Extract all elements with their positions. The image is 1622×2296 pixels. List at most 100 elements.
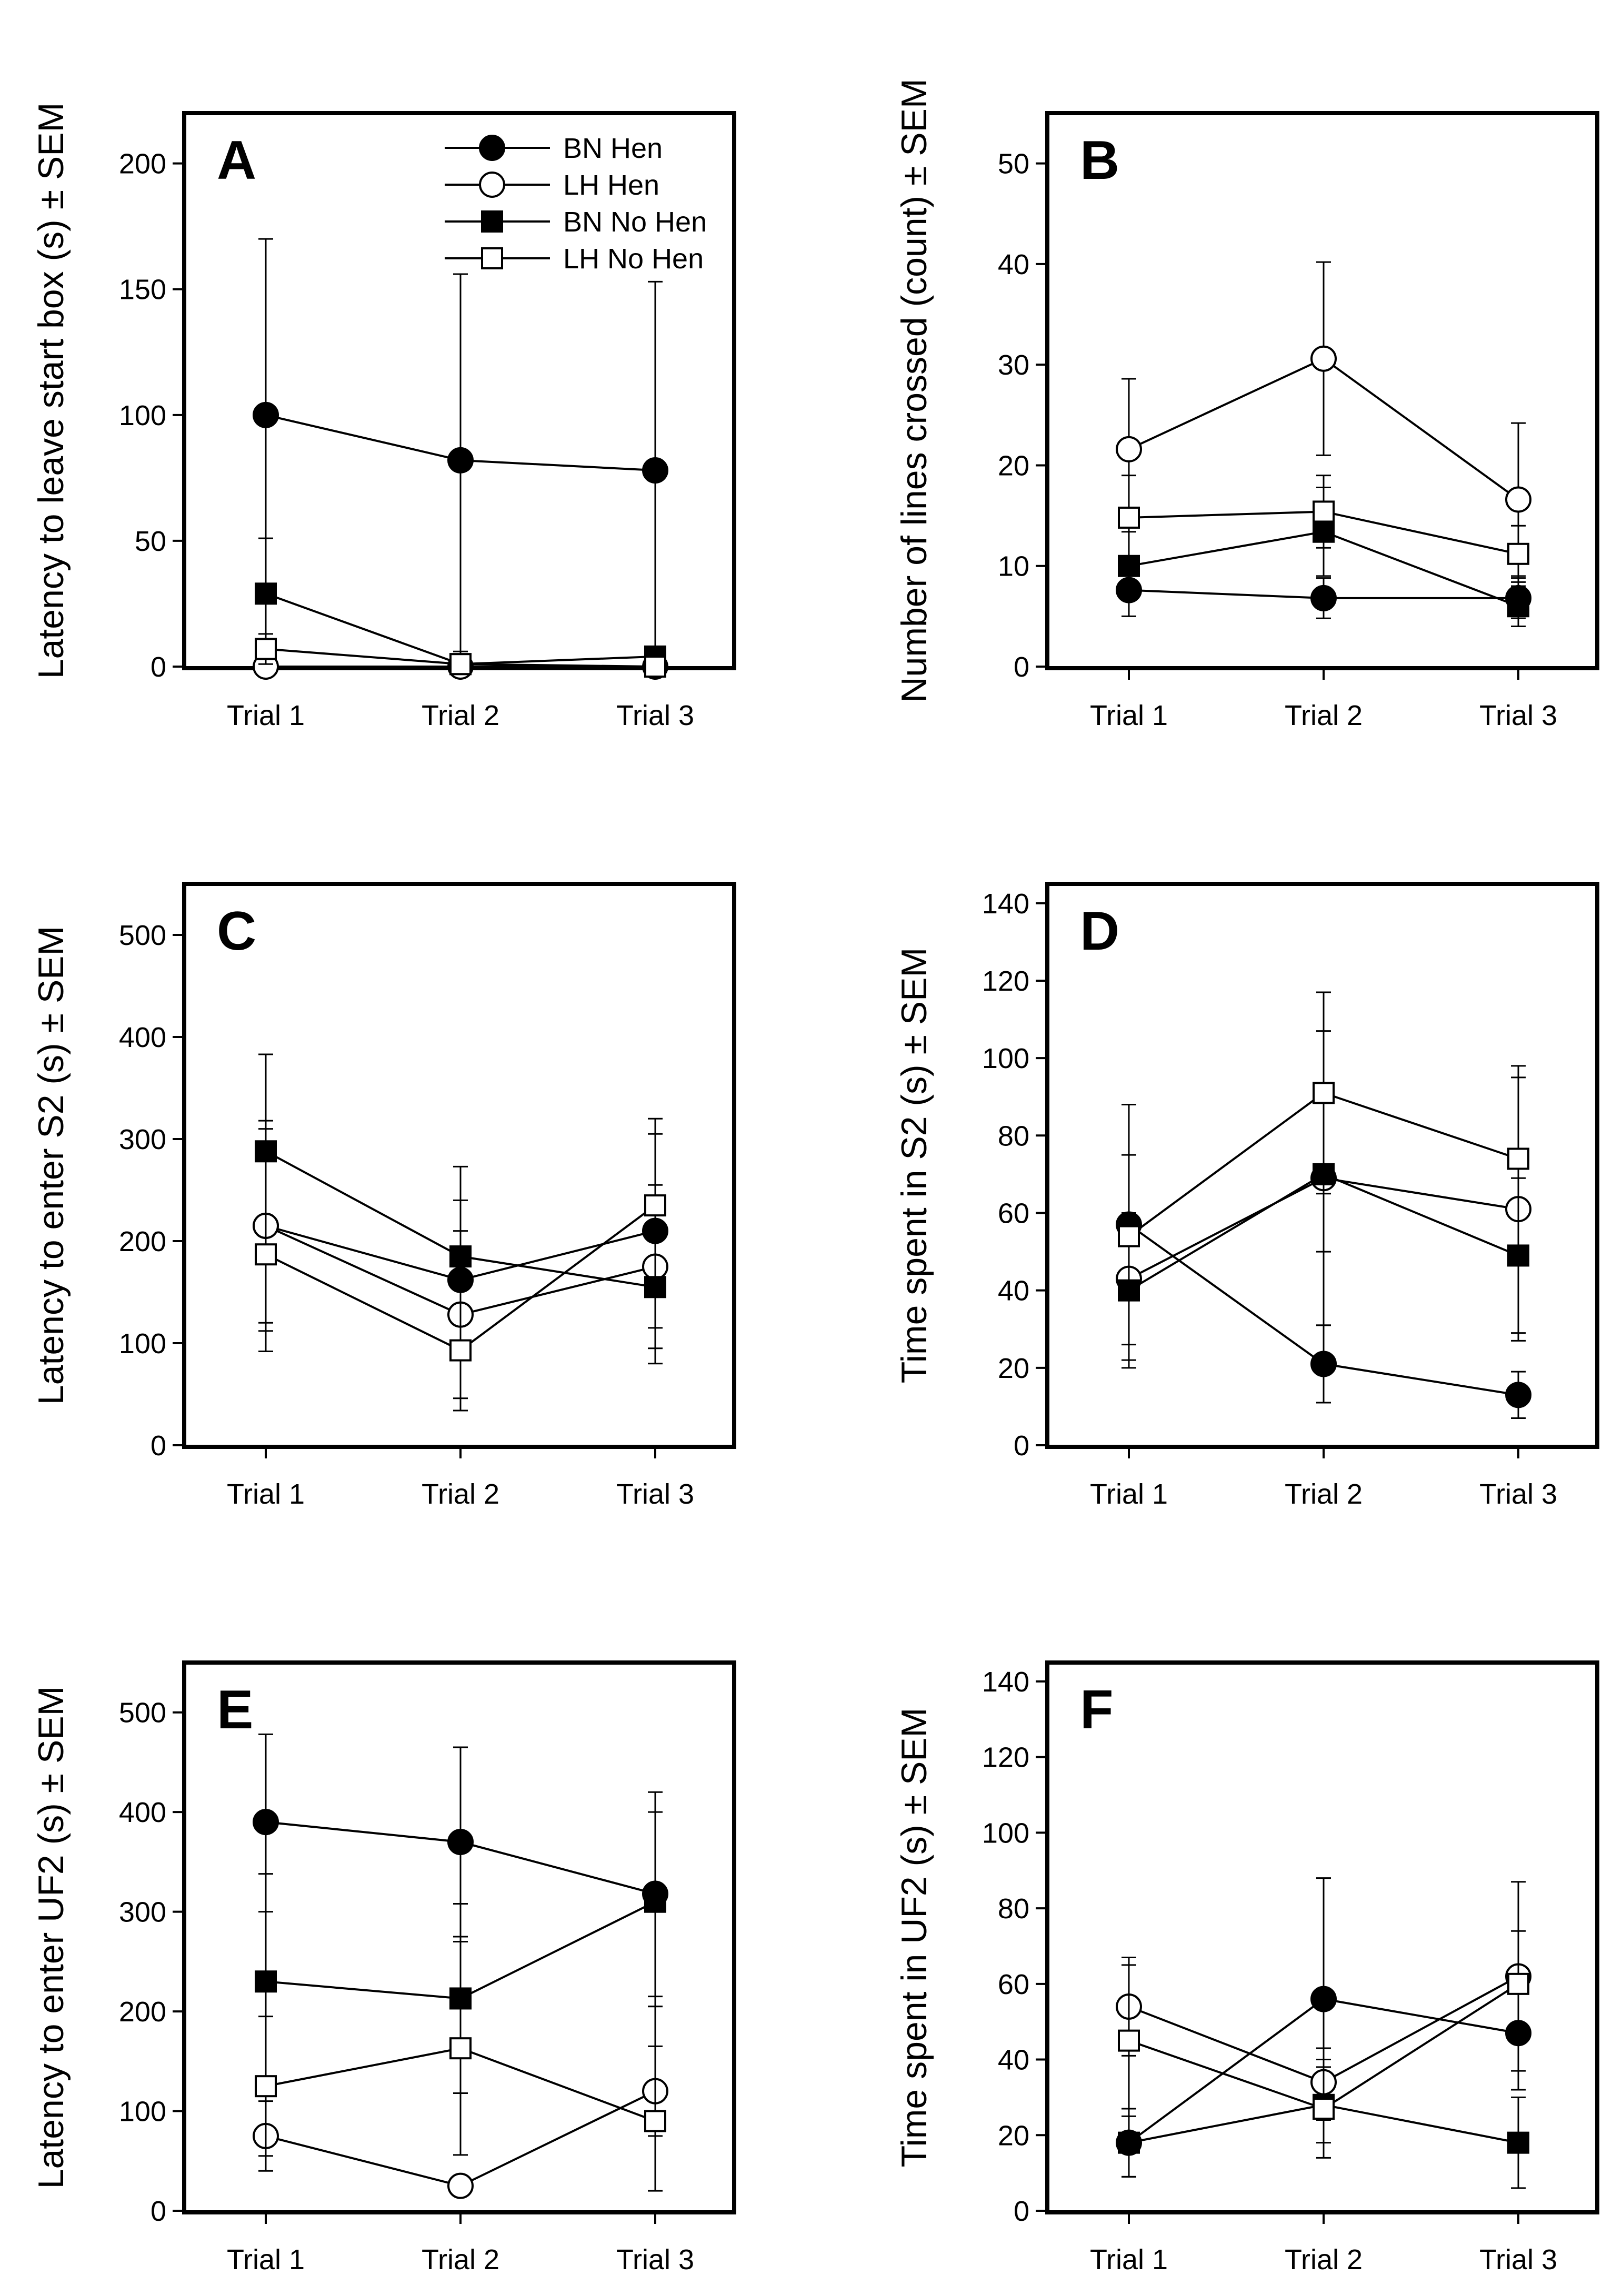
- data-point: [642, 457, 668, 484]
- panel-letter: C: [217, 901, 256, 962]
- data-point: [1310, 1351, 1337, 1377]
- x-tick-label: Trial 2: [1285, 700, 1363, 731]
- data-point: [644, 1890, 666, 1913]
- data-point: [1118, 2029, 1140, 2052]
- plot-frame: [182, 882, 736, 1449]
- y-tick-label: 200: [119, 1226, 166, 1257]
- y-tick-label: 120: [982, 965, 1029, 997]
- y-tick-label: 0: [1014, 651, 1029, 683]
- y-tick-label: 400: [119, 1022, 166, 1053]
- y-tick-label: 20: [998, 1353, 1029, 1384]
- y-tick-label: 40: [998, 2045, 1029, 2076]
- data-point: [644, 2110, 666, 2132]
- y-tick-label: 60: [998, 1969, 1029, 2000]
- data-point: [1505, 1382, 1531, 1408]
- y-tick-label: 0: [1014, 2196, 1029, 2227]
- data-point: [255, 582, 277, 605]
- x-tick-label: Trial 1: [227, 700, 305, 731]
- panel-c: 0 100 200 300 400 500 Trial 1 Trial 2 Trial 3 Lat…: [31, 882, 736, 1510]
- y-tick-label: 200: [119, 148, 166, 180]
- y-tick-label: 0: [151, 2196, 166, 2227]
- data-point: [644, 656, 666, 678]
- plot-frame: [1045, 882, 1599, 1449]
- y-axis-title: Time spent in UF2 (s) ± SEM: [894, 1708, 934, 2168]
- plot-frame: [1045, 111, 1599, 670]
- data-point: [255, 1243, 277, 1266]
- plot-frame: [1045, 1660, 1599, 2214]
- panel-d: 0 20 40 60 80 100 120 140 Trial 1 Trial 2 Trial 3 T…: [894, 882, 1599, 1510]
- data-point: [1118, 2131, 1140, 2154]
- data-point: [255, 1970, 277, 1993]
- x-tick-label: Trial 2: [1285, 1478, 1363, 1510]
- data-point: [1507, 1972, 1529, 1995]
- data-point: [449, 653, 472, 676]
- x-tick-label: Trial 2: [1285, 2244, 1363, 2275]
- series-lh-no-hen: [255, 633, 666, 678]
- series-lh-no-hen: [1118, 991, 1529, 1369]
- data-point: [1310, 1986, 1337, 2012]
- x-tick-label: Trial 3: [1479, 2244, 1557, 2275]
- data-point: [1310, 345, 1337, 372]
- panel-letter: A: [217, 130, 256, 191]
- panel-e: 0 100 200 300 400 500 Trial 1 Trial 2 Trial 3 Lat…: [31, 1660, 736, 2275]
- y-tick-label: 0: [1014, 1430, 1029, 1462]
- x-tick-label: Trial 3: [616, 1478, 694, 1510]
- y-tick-label: 40: [998, 1275, 1029, 1307]
- x-tick-label: Trial 1: [1090, 1478, 1168, 1510]
- y-tick-label: 500: [119, 1697, 166, 1729]
- data-point: [1507, 595, 1529, 618]
- x-tick-label: Trial 3: [616, 700, 694, 731]
- panel-letter: B: [1080, 130, 1119, 191]
- y-tick-label: 140: [982, 888, 1029, 920]
- y-tick-label: 10: [998, 551, 1029, 582]
- series-lh-no-hen: [1118, 1930, 1529, 2159]
- y-axis-title: Latency to enter S2 (s) ± SEM: [31, 926, 71, 1405]
- data-point: [1313, 500, 1335, 523]
- panel-letter: F: [1080, 1679, 1114, 1740]
- y-tick-label: 40: [998, 249, 1029, 280]
- data-point: [644, 1194, 666, 1217]
- legend-marker: [481, 247, 503, 269]
- data-point: [1313, 1082, 1335, 1104]
- y-axis-title: Number of lines crossed (count) ± SEM: [894, 78, 934, 702]
- legend-entry: LH Hen: [563, 169, 659, 201]
- y-tick-label: 400: [119, 1797, 166, 1828]
- y-axis-title: Time spent in S2 (s) ± SEM: [894, 948, 934, 1383]
- y-tick-label: 150: [119, 274, 166, 306]
- data-point: [449, 1245, 472, 1268]
- data-point: [449, 2037, 472, 2060]
- data-point: [447, 447, 474, 474]
- data-point: [1116, 436, 1142, 462]
- series-bn-hen: [253, 238, 668, 668]
- series-lh-no-hen: [255, 1940, 666, 2192]
- y-tick-label: 140: [982, 1666, 1029, 1698]
- y-tick-label: 0: [151, 1430, 166, 1462]
- y-tick-label: 20: [998, 2120, 1029, 2151]
- legend-marker: [481, 210, 503, 233]
- series-lh-no-hen: [255, 1117, 666, 1412]
- y-tick-label: 60: [998, 1197, 1029, 1229]
- y-tick-label: 100: [982, 1817, 1029, 1849]
- y-axis-title: Latency to leave start box (s) ± SEM: [31, 103, 71, 679]
- data-point: [1507, 542, 1529, 565]
- y-tick-label: 200: [119, 1996, 166, 2028]
- y-tick-label: 20: [998, 450, 1029, 481]
- legend-entry: BN No Hen: [563, 206, 707, 238]
- data-point: [1313, 2097, 1335, 2120]
- data-point: [253, 401, 279, 428]
- panel-letter: E: [217, 1679, 253, 1740]
- x-tick-label: Trial 2: [422, 1478, 499, 1510]
- panel-f: 0 20 40 60 80 100 120 140 Trial 1 Trial 2 Trial 3 T…: [894, 1660, 1599, 2275]
- data-point: [1310, 585, 1337, 611]
- data-point: [447, 2172, 474, 2199]
- y-tick-label: 50: [135, 526, 166, 557]
- data-point: [1505, 486, 1531, 513]
- data-point: [1118, 506, 1140, 529]
- data-point: [253, 1809, 279, 1836]
- y-tick-label: 120: [982, 1742, 1029, 1774]
- legend-marker: [479, 172, 505, 198]
- series-lh-hen: [1116, 261, 1531, 577]
- y-tick-label: 100: [119, 1328, 166, 1360]
- data-point: [449, 1339, 472, 1362]
